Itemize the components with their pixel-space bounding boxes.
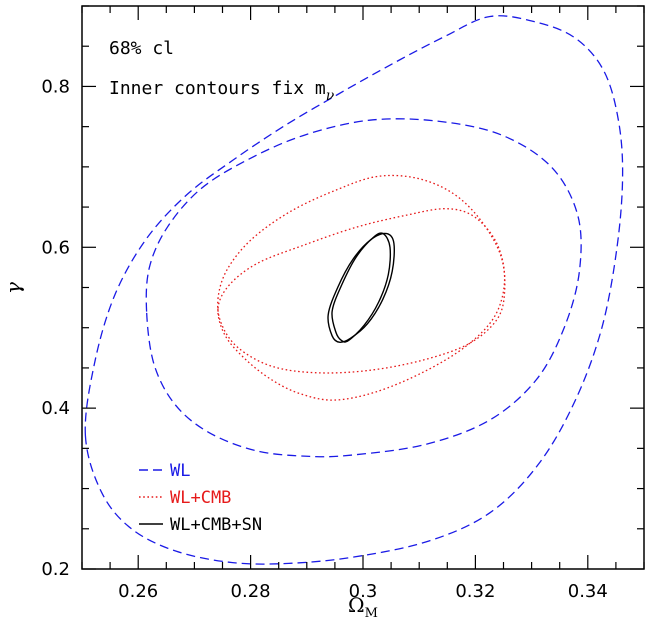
legend: WL WL+CMB WL+CMB+SN xyxy=(139,461,262,535)
x-tick-label: 0.28 xyxy=(231,581,271,602)
contour-wl-cmb-sn-inner xyxy=(331,232,392,343)
x-tick-label: 0.32 xyxy=(455,581,495,602)
x-tick-label: 0.3 xyxy=(349,581,378,602)
y-tick-label: 0.2 xyxy=(41,559,70,580)
tick-labels-layer: 0.26 0.28 0.3 0.32 0.34 0.2 0.4 0.6 0.8 xyxy=(41,76,607,602)
x-tick-label: 0.26 xyxy=(118,581,158,602)
contours-layer xyxy=(84,15,624,565)
contour-wl-cmb-inner xyxy=(217,208,506,401)
legend-label-wl-cmb-sn: WL+CMB+SN xyxy=(170,515,262,535)
y-tick-label: 0.8 xyxy=(41,76,70,97)
x-axis-label: ΩM xyxy=(348,593,378,621)
legend-label-wl: WL xyxy=(170,461,190,481)
legend-label-wl-cmb: WL+CMB xyxy=(170,488,231,508)
y-axis-label: γ xyxy=(1,282,25,294)
y-tick-label: 0.4 xyxy=(41,398,70,419)
ticks-layer xyxy=(81,5,645,570)
contour-wl-inner xyxy=(145,118,582,458)
y-tick-label: 0.6 xyxy=(41,237,70,258)
x-tick-label: 0.34 xyxy=(568,581,608,602)
inner-contours-annotation: Inner contours fix mν xyxy=(109,78,335,104)
contour-wl-cmb-outer xyxy=(217,174,506,374)
confidence-level-annotation: 68% cl xyxy=(109,38,174,59)
contour-wl-outer xyxy=(84,15,624,565)
